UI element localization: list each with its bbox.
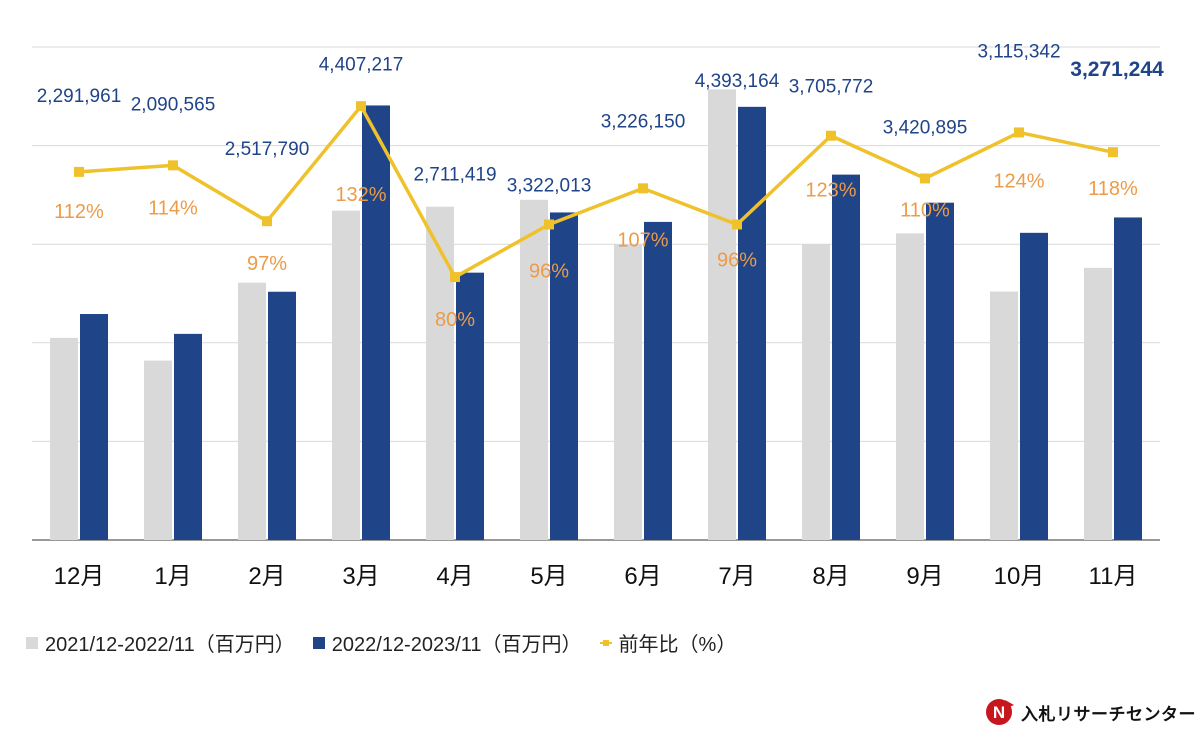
ratio-marker bbox=[732, 219, 742, 230]
value-label: 3,420,895 bbox=[883, 117, 968, 138]
x-tick-label: 6月 bbox=[624, 563, 661, 590]
x-tick-label: 1月 bbox=[154, 563, 191, 590]
value-label: 4,393,164 bbox=[695, 71, 780, 92]
pct-label: 124% bbox=[993, 170, 1044, 192]
bar-current-year bbox=[738, 106, 766, 540]
pct-label: 132% bbox=[335, 184, 386, 206]
value-label: 3,322,013 bbox=[507, 175, 592, 196]
bar-current-year bbox=[550, 212, 578, 540]
pct-label: 112% bbox=[54, 201, 104, 223]
x-tick-label: 8月 bbox=[812, 563, 849, 590]
legend-swatch-gray bbox=[26, 636, 38, 649]
bar-current-year bbox=[926, 202, 954, 540]
bar-prev-year bbox=[708, 89, 736, 540]
bar-prev-year bbox=[520, 199, 548, 540]
bar-prev-year bbox=[896, 233, 924, 540]
value-label: 3,226,150 bbox=[601, 111, 686, 132]
ratio-marker bbox=[450, 272, 460, 283]
bar-prev-year bbox=[332, 210, 360, 540]
x-tick-label: 10月 bbox=[994, 563, 1045, 590]
value-label: 4,407,217 bbox=[319, 54, 404, 75]
legend-swatch-line bbox=[599, 637, 612, 649]
x-tick-label: 2月 bbox=[248, 563, 285, 590]
bar-current-year bbox=[1114, 217, 1142, 541]
data-labels: 2,291,961 2,090,565 2,517,790 4,407,217 2,71… bbox=[37, 41, 1164, 331]
x-tick-label: 11月 bbox=[1089, 563, 1138, 590]
bar-prev-year bbox=[426, 206, 454, 540]
ratio-marker bbox=[74, 166, 84, 177]
bar-prev-year bbox=[238, 282, 266, 540]
ratio-marker bbox=[544, 219, 554, 230]
company-logo: N 入札リサーチセンター bbox=[985, 697, 1196, 727]
x-tick-label: 4月 bbox=[436, 563, 473, 590]
legend-label-prev-year: 2021/12-2022/11（百万円） bbox=[45, 634, 295, 656]
value-label: 3,271,244 bbox=[1070, 58, 1164, 81]
bar-prev-year bbox=[614, 244, 642, 540]
pct-label: 114% bbox=[148, 197, 198, 219]
ratio-line bbox=[74, 101, 1118, 283]
ratio-marker bbox=[168, 160, 178, 171]
value-label: 2,090,565 bbox=[131, 94, 216, 115]
x-tick-label: 12月 bbox=[54, 563, 105, 590]
bar-current-year bbox=[456, 272, 484, 540]
ratio-marker bbox=[638, 183, 648, 194]
bar-current-year bbox=[832, 174, 860, 540]
n-arrow-logo-icon: N bbox=[986, 699, 1014, 725]
pct-label: 97% bbox=[247, 253, 287, 275]
pct-label: 96% bbox=[529, 260, 569, 282]
bar-current-year bbox=[80, 314, 108, 540]
bars bbox=[50, 89, 1142, 541]
pct-label: 107% bbox=[617, 229, 668, 251]
ratio-marker bbox=[826, 130, 836, 141]
bar-prev-year bbox=[802, 244, 830, 540]
pct-label: 123% bbox=[805, 180, 856, 202]
legend-item-current-year: 2022/12-2023/11（百万円） bbox=[312, 628, 582, 657]
legend: 2021/12-2022/11（百万円） 2022/12-2023/11（百万円… bbox=[26, 628, 754, 657]
pct-label: 96% bbox=[717, 249, 757, 271]
legend-label-current-year: 2022/12-2023/11（百万円） bbox=[331, 634, 582, 656]
bar-current-year bbox=[644, 221, 672, 540]
ratio-marker bbox=[1014, 127, 1024, 138]
pct-label: 110% bbox=[900, 199, 950, 221]
x-tick-label: 5月 bbox=[530, 563, 567, 590]
legend-item-prev-year: 2021/12-2022/11（百万円） bbox=[26, 628, 295, 657]
bar-prev-year bbox=[144, 360, 172, 540]
bar-current-year bbox=[362, 105, 390, 541]
ratio-marker bbox=[262, 216, 272, 227]
bar-current-year bbox=[174, 333, 202, 540]
pct-label: 80% bbox=[435, 309, 475, 331]
bar-prev-year bbox=[990, 291, 1018, 540]
ratio-marker bbox=[356, 101, 366, 112]
legend-swatch-navy bbox=[312, 636, 325, 649]
bar-prev-year bbox=[1084, 267, 1112, 540]
x-tick-label: 9月 bbox=[906, 563, 943, 590]
x-axis-ticks: 12月 1月 2月 3月 4月 5月 6月 7月 8月 9月 10月 11月 bbox=[54, 563, 1138, 590]
ratio-marker bbox=[920, 173, 930, 184]
logo-text: 入札リサーチセンター bbox=[1021, 704, 1196, 724]
pct-label: 118% bbox=[1088, 178, 1138, 200]
x-tick-label: 7月 bbox=[718, 563, 755, 590]
ratio-marker bbox=[1108, 147, 1118, 158]
ratio-polyline bbox=[78, 104, 1114, 279]
svg-text:N: N bbox=[993, 703, 1005, 722]
bar-current-year bbox=[268, 291, 296, 540]
value-label: 2,291,961 bbox=[37, 86, 122, 107]
bar-current-year bbox=[1020, 232, 1048, 541]
value-label: 3,115,342 bbox=[977, 41, 1060, 62]
legend-label-yoy: 前年比（%） bbox=[618, 634, 737, 656]
grid-lines bbox=[32, 46, 1160, 541]
legend-item-yoy: 前年比（%） bbox=[599, 628, 737, 657]
value-label: 3,705,772 bbox=[789, 77, 874, 98]
value-label: 2,711,419 bbox=[413, 165, 496, 186]
value-label: 2,517,790 bbox=[225, 139, 310, 160]
x-tick-label: 3月 bbox=[342, 563, 379, 590]
bar-prev-year bbox=[50, 337, 78, 540]
